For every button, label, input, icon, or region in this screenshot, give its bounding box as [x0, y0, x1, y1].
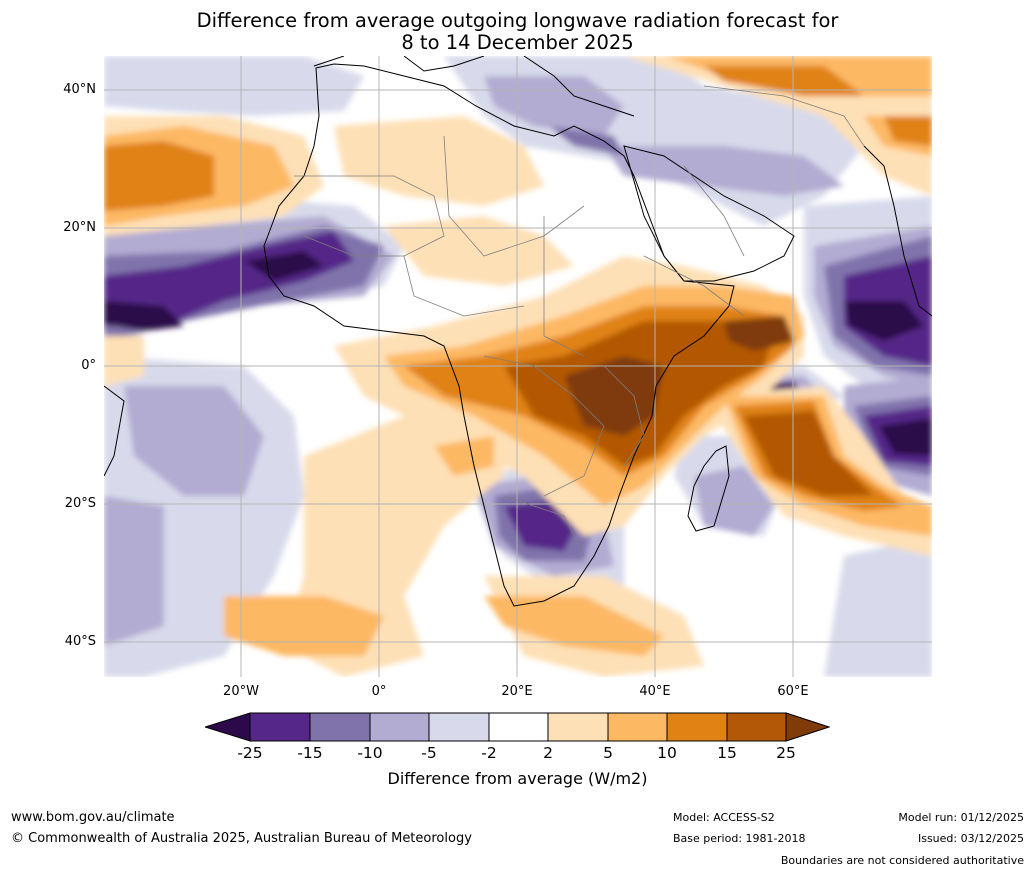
map-canvas	[104, 56, 932, 677]
colorbar-bin-p15-p25	[726, 712, 787, 742]
colorbar-bin-m25-m15	[249, 712, 311, 742]
colorbar-tick: 10	[657, 744, 677, 762]
lon-label-20e: 20°E	[501, 684, 533, 699]
colorbar-label: Difference from average (W/m2)	[387, 769, 648, 788]
colorbar-bin-m5-m2	[428, 712, 490, 742]
colorbar-tick: 25	[776, 744, 796, 762]
coastlines	[104, 56, 932, 607]
colorbar-bin-p2-p5	[547, 712, 609, 742]
lat-label-40s: 40°S	[64, 634, 96, 649]
colorbar-bin-gt-p25	[785, 712, 830, 742]
colorbar-tick: -10	[357, 744, 383, 762]
footer-website[interactable]: www.bom.gov.au/climate	[11, 810, 175, 825]
footer-copyright: © Commonwealth of Australia 2025, Austra…	[11, 831, 472, 846]
colorbar-tick: -15	[297, 744, 323, 762]
forecast-map	[104, 56, 932, 677]
lon-label-20w: 20°W	[223, 684, 259, 699]
colorbar	[205, 712, 830, 742]
footer-model: Model: ACCESS-S2	[673, 811, 775, 824]
colorbar-bin-p5-p10	[607, 712, 668, 742]
lat-label-40n: 40°N	[63, 82, 96, 97]
colorbar-tick: 15	[717, 744, 737, 762]
lon-label-40e: 40°E	[639, 684, 671, 699]
footer-disclaimer: Boundaries are not considered authoritat…	[780, 854, 1024, 867]
map-title: Difference from average outgoing longwav…	[0, 10, 1035, 54]
title-line-2: 8 to 14 December 2025	[401, 31, 634, 54]
colorbar-bin-m15-m10	[309, 712, 371, 742]
lon-label-60e: 60°E	[777, 684, 809, 699]
anomaly-lt-m25	[104, 251, 932, 456]
country-borders	[294, 85, 865, 557]
colorbar-tick: 2	[543, 744, 553, 762]
colorbar-bin-lt-m25	[205, 712, 251, 742]
colorbar-bin-m2-p2	[488, 712, 549, 742]
colorbar-bin-m10-m5	[369, 712, 430, 742]
lat-label-20s: 20°S	[64, 496, 96, 511]
colorbar-tick: -25	[237, 744, 263, 762]
lat-label-20n: 20°N	[63, 220, 96, 235]
lat-label-0: 0°	[81, 358, 96, 373]
title-line-1: Difference from average outgoing longwav…	[196, 9, 839, 32]
graticule	[104, 56, 932, 677]
footer-issued: Issued: 03/12/2025	[917, 832, 1024, 845]
footer-base-period: Base period: 1981-2018	[673, 832, 806, 845]
anomaly-field	[104, 56, 932, 677]
colorbar-tick: -2	[481, 744, 497, 762]
lon-label-0: 0°	[371, 684, 387, 699]
colorbar-tick: 5	[603, 744, 613, 762]
footer-model-run: Model run: 01/12/2025	[898, 811, 1024, 824]
colorbar-tick: -5	[421, 744, 437, 762]
colorbar-bin-p10-p15	[666, 712, 728, 742]
